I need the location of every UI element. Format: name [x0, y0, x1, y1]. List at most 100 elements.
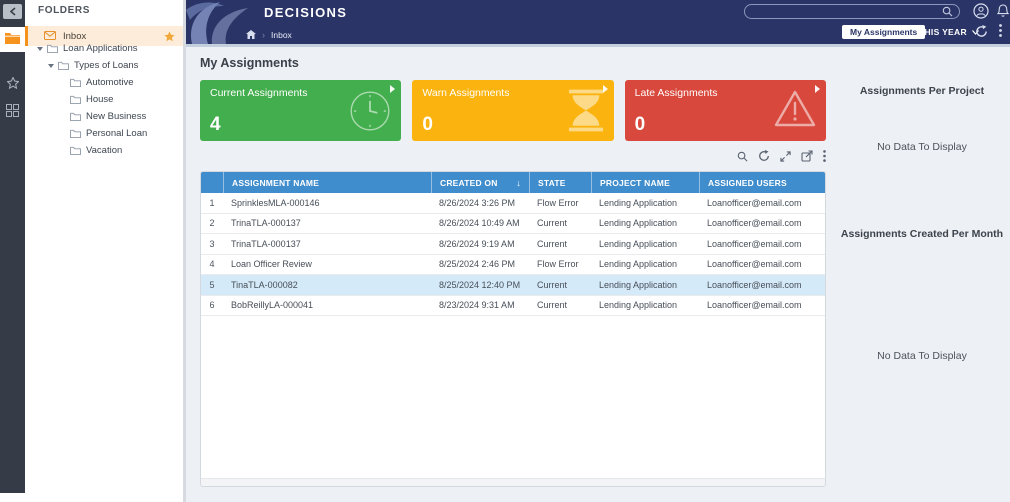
kebab-icon	[999, 24, 1002, 40]
table-row-selected[interactable]: 5 TinaTLA-000082 8/25/2024 12:40 PM Curr…	[201, 275, 825, 296]
assignment-name-cell: SprinklesMLA-000146	[231, 197, 320, 208]
profile-button[interactable]	[973, 3, 989, 22]
created-on-cell: 8/23/2024 9:31 AM	[439, 300, 515, 311]
horizontal-scrollbar[interactable]	[201, 478, 825, 486]
card-value: 0	[422, 114, 433, 135]
row-number: 5	[209, 279, 215, 290]
table-row[interactable]: 3 TrinaTLA-000137 8/26/2024 9:19 AM Curr…	[201, 234, 825, 255]
table-header-row: ASSIGNMENT NAME CREATED ON ↓ STATE PROJE…	[201, 172, 825, 193]
table-popout-button[interactable]	[801, 149, 813, 165]
assignment-name-cell: TrinaTLA-000137	[231, 238, 301, 249]
popout-icon	[801, 149, 813, 165]
column-header-created-on[interactable]: CREATED ON ↓	[431, 172, 529, 193]
table-search-button[interactable]	[737, 150, 748, 165]
person-icon	[973, 3, 989, 22]
favorite-star-icon[interactable]	[164, 30, 175, 42]
row-number: 6	[209, 300, 215, 311]
assigned-users-cell: Loanofficer@email.com	[707, 197, 802, 208]
state-cell: Flow Error	[537, 259, 579, 270]
row-number: 1	[209, 197, 215, 208]
row-number: 4	[209, 259, 215, 270]
column-header-assignment-name[interactable]: ASSIGNMENT NAME	[223, 172, 431, 193]
expander-caret-icon[interactable]	[48, 63, 54, 68]
main-area: DECISIONS › Inbox	[186, 0, 1010, 502]
table-row[interactable]: 2 TrinaTLA-000137 8/26/2024 10:49 AM Cur…	[201, 213, 825, 234]
warning-triangle-icon	[773, 89, 817, 129]
folder-item-inbox[interactable]: Inbox	[25, 26, 183, 46]
assigned-users-cell: Loanofficer@email.com	[707, 238, 802, 249]
collapse-sidebar-button[interactable]	[3, 4, 22, 19]
rail-favorites-item[interactable]	[0, 72, 25, 97]
table-row[interactable]: 1 SprinklesMLA-000146 8/26/2024 3:26 PM …	[201, 193, 825, 214]
warn-assignments-card[interactable]: Warn Assignments 0	[412, 80, 614, 141]
column-header-number[interactable]	[201, 172, 223, 193]
folder-item-loan-applications[interactable]: Loan Applications	[25, 40, 183, 57]
search-input[interactable]	[745, 6, 942, 17]
table-more-button[interactable]	[823, 149, 826, 165]
search-icon[interactable]	[942, 6, 953, 17]
breadcrumb-separator: ›	[262, 30, 265, 40]
breadcrumb-item[interactable]: Inbox	[271, 30, 292, 40]
table-row[interactable]: 6 BobReillyLA-000041 8/23/2024 9:31 AM C…	[201, 295, 825, 316]
assignment-name-cell: TrinaTLA-000137	[231, 218, 301, 229]
hourglass-icon	[567, 89, 605, 132]
left-rail	[0, 0, 25, 493]
folder-icon	[58, 61, 69, 70]
more-options-button[interactable]	[999, 24, 1002, 40]
rail-apps-item[interactable]	[0, 100, 25, 125]
folders-panel: FOLDERS Inbox Loan Applications Types of…	[25, 0, 183, 502]
assignment-name-cell: Loan Officer Review	[231, 259, 312, 270]
state-cell: Current	[537, 279, 568, 290]
assigned-users-cell: Loanofficer@email.com	[707, 300, 802, 311]
assignment-name-cell: TinaTLA-000082	[231, 279, 298, 290]
home-icon[interactable]	[246, 26, 256, 44]
folder-item-automotive[interactable]: Automotive	[25, 74, 183, 91]
folder-label: House	[86, 94, 114, 105]
page-title: My Assignments	[200, 56, 299, 70]
folder-icon	[70, 146, 81, 155]
folder-item-house[interactable]: House	[25, 91, 183, 108]
chart-title-assignments-per-month: Assignments Created Per Month	[840, 228, 1004, 240]
folder-item-vacation[interactable]: Vacation	[25, 142, 183, 159]
period-label: THIS YEAR	[919, 27, 967, 37]
card-drilldown-arrow-icon[interactable]	[390, 85, 396, 93]
apps-grid-icon	[6, 103, 19, 122]
folder-item-new-business[interactable]: New Business	[25, 108, 183, 125]
decisions-logo	[186, 0, 264, 49]
my-assignments-filter-tab[interactable]: My Assignments	[842, 25, 926, 39]
state-cell: Current	[537, 300, 568, 311]
folder-item-personal-loan[interactable]: Personal Loan	[25, 125, 183, 142]
folder-label: Loan Applications	[63, 43, 138, 54]
refresh-button[interactable]	[975, 25, 988, 41]
table-refresh-button[interactable]	[758, 149, 770, 165]
created-on-cell: 8/26/2024 10:49 AM	[439, 218, 520, 229]
star-icon	[5, 75, 20, 94]
dashboard-content: My Assignments Current Assignments 4 War…	[186, 47, 1010, 502]
assigned-users-cell: Loanofficer@email.com	[707, 218, 802, 229]
expander-caret-icon[interactable]	[37, 46, 43, 51]
late-assignments-card[interactable]: Late Assignments 0	[624, 80, 826, 141]
notifications-button[interactable]	[996, 4, 1010, 21]
column-header-state[interactable]: STATE	[529, 172, 591, 193]
chart-empty-state: No Data To Display	[877, 141, 967, 153]
column-header-project-name[interactable]: PROJECT NAME	[591, 172, 699, 193]
table-expand-button[interactable]	[780, 150, 791, 165]
folder-item-types-of-loans[interactable]: Types of Loans	[25, 57, 183, 74]
sort-descending-icon[interactable]: ↓	[516, 177, 521, 188]
app-title: DECISIONS	[264, 5, 348, 20]
project-name-cell: Lending Application	[599, 197, 678, 208]
card-drilldown-arrow-icon[interactable]	[602, 85, 608, 93]
assignments-table: ASSIGNMENT NAME CREATED ON ↓ STATE PROJE…	[200, 171, 826, 487]
rail-folders-item[interactable]	[0, 27, 25, 52]
current-assignments-card[interactable]: Current Assignments 4	[200, 80, 402, 141]
project-name-cell: Lending Application	[599, 300, 678, 311]
period-dropdown[interactable]: THIS YEAR	[919, 25, 979, 39]
folder-icon	[70, 95, 81, 104]
table-row[interactable]: 4 Loan Officer Review 8/25/2024 2:46 PM …	[201, 254, 825, 275]
row-number: 3	[209, 238, 215, 249]
column-header-assigned-users[interactable]: ASSIGNED USERS	[699, 172, 825, 193]
folder-icon	[5, 31, 20, 49]
card-drilldown-arrow-icon[interactable]	[814, 85, 820, 93]
breadcrumb: › Inbox	[246, 26, 292, 44]
chart-empty-state: No Data To Display	[877, 350, 967, 362]
